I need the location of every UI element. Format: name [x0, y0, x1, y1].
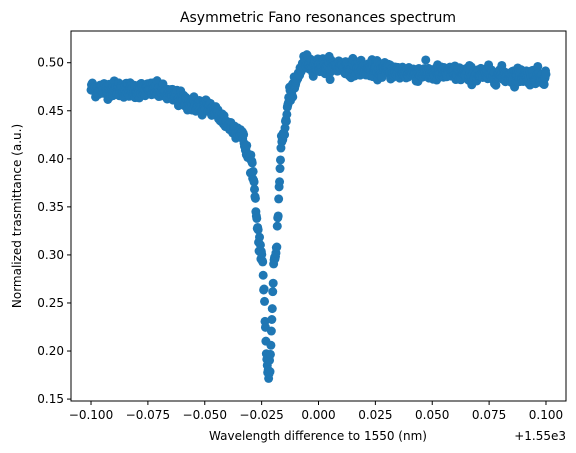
data-point: [258, 257, 267, 266]
x-tick-label: 0.050: [415, 408, 449, 422]
data-point: [267, 315, 276, 324]
y-tick-label: 0.40: [37, 152, 64, 166]
data-point: [249, 167, 258, 176]
data-point: [266, 350, 275, 359]
x-tick-label: −0.050: [183, 408, 227, 422]
data-point: [242, 141, 251, 150]
y-tick-label: 0.20: [37, 344, 64, 358]
data-point: [274, 194, 283, 203]
y-tick-label: 0.30: [37, 248, 64, 262]
y-tick-label: 0.45: [37, 104, 64, 118]
x-tick-label: 0.000: [301, 408, 335, 422]
data-point: [260, 297, 269, 306]
y-axis-label: Normalized trasmittance (a.u.): [10, 124, 24, 308]
chart-title: Asymmetric Fano resonances spectrum: [180, 10, 456, 26]
data-point: [275, 177, 284, 186]
data-point: [252, 214, 261, 223]
x-tick-label: −0.100: [69, 408, 113, 422]
data-point: [288, 92, 297, 101]
data-point: [260, 285, 269, 294]
data-points: [87, 50, 551, 383]
data-point: [248, 158, 257, 167]
x-tick-label: 0.075: [472, 408, 506, 422]
data-point: [255, 233, 264, 242]
data-point: [267, 327, 276, 336]
y-tick-label: 0.15: [37, 392, 64, 406]
data-point: [251, 194, 260, 203]
y-tick-label: 0.50: [37, 56, 64, 70]
data-point: [239, 130, 248, 139]
y-tick-label: 0.25: [37, 296, 64, 310]
data-point: [266, 341, 275, 350]
x-axis-ticks: −0.100 −0.075 −0.050 −0.025 0.000 0.025 0.050 0…: [69, 401, 563, 422]
data-point: [541, 70, 550, 79]
data-point: [272, 243, 281, 252]
data-point: [266, 367, 275, 376]
y-axis-ticks: 0.15 0.20 0.25 0.30 0.35 0.40 0.45 0.50: [37, 56, 71, 406]
x-tick-label: −0.025: [239, 408, 283, 422]
data-point: [276, 164, 285, 173]
data-point: [259, 271, 268, 280]
data-point: [274, 211, 283, 220]
data-point: [273, 222, 282, 231]
data-point: [268, 287, 277, 296]
x-tick-label: −0.075: [126, 408, 170, 422]
data-point: [268, 304, 277, 313]
data-point: [276, 155, 285, 164]
data-point: [421, 55, 430, 64]
y-tick-label: 0.35: [37, 200, 64, 214]
x-offset-label: +1.55e3: [514, 429, 566, 443]
x-tick-label: 0.025: [358, 408, 392, 422]
x-axis-label: Wavelength difference to 1550 (nm): [209, 429, 427, 443]
data-point: [269, 279, 278, 288]
x-tick-label: 0.100: [529, 408, 563, 422]
